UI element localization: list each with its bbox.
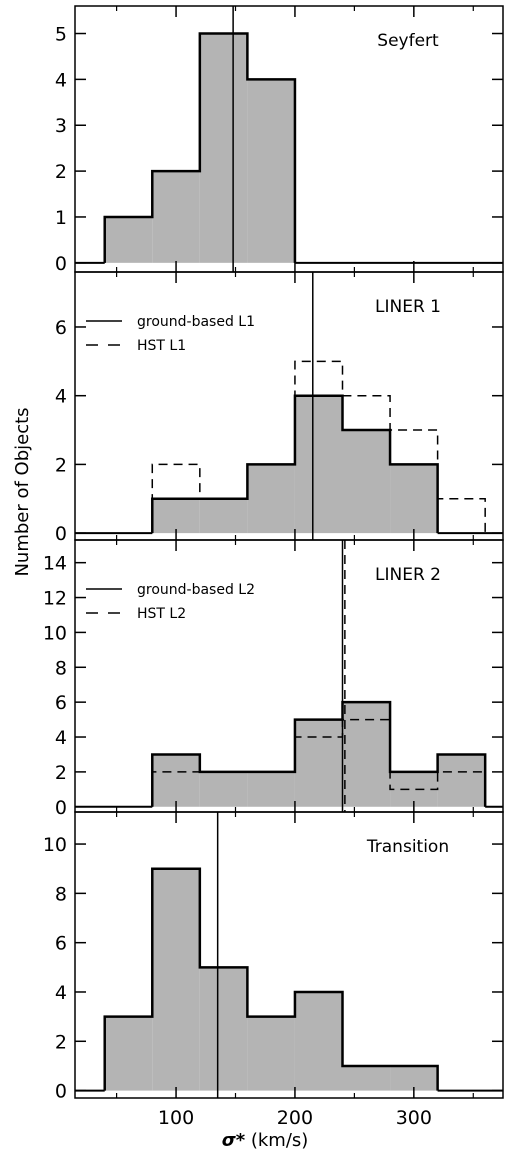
legend-label: HST L2 — [137, 606, 186, 622]
histogram-bar — [294, 991, 343, 1091]
hst-histogram-outline — [151, 718, 486, 807]
x-axis-title-star: * — [236, 1130, 246, 1151]
histogram-bar — [437, 754, 486, 807]
x-axis-title-symbol: σ — [222, 1130, 237, 1151]
panel-label: LINER 1 — [375, 297, 441, 317]
y-axis-title: Number of Objects — [12, 407, 33, 576]
y-tick-label: 10 — [43, 622, 67, 644]
panel-2: 0 2 4 6 8 10 12 14 LINER 2 ground-based L2 HST L2 — [43, 539, 504, 819]
legend-label: ground-based L1 — [137, 314, 255, 330]
histogram-bar — [342, 1065, 391, 1091]
histogram-bar — [247, 464, 295, 534]
histogram-bar — [152, 171, 200, 263]
panel-plot-area — [75, 812, 503, 1098]
y-tick-label: 8 — [55, 883, 67, 905]
panel-plot-area — [75, 6, 503, 272]
panel-0: 0 1 2 3 4 5 Seyfert — [55, 5, 504, 275]
histogram-bar — [294, 719, 343, 807]
panel-label: Seyfert — [377, 31, 439, 51]
histogram-bar — [104, 1016, 153, 1091]
histogram-bar — [199, 771, 248, 807]
histogram-bar — [104, 216, 153, 263]
y-tick-label: 8 — [55, 657, 67, 679]
histogram-outline — [103, 867, 439, 1091]
hst-histogram-outline — [151, 360, 486, 534]
y-tick-label: 12 — [43, 588, 67, 610]
histogram-outline — [103, 32, 297, 263]
x-tick-label: 100 — [158, 1107, 194, 1129]
histogram-bar — [152, 498, 200, 534]
y-tick-label: 2 — [55, 1031, 67, 1053]
y-tick-label: 6 — [55, 692, 67, 714]
y-tick-label: 4 — [55, 982, 67, 1004]
histogram-bar — [294, 395, 343, 534]
histogram-bar — [152, 868, 200, 1091]
panel-plot-area — [75, 540, 503, 812]
histogram-bar — [152, 754, 200, 807]
x-axis-title-unit: (km/s) — [245, 1130, 308, 1151]
y-tick-label: 6 — [55, 933, 67, 955]
y-tick-label: 0 — [55, 253, 67, 275]
x-axis-title: σ* (km/s) — [222, 1130, 309, 1151]
x-axis: 100 200 300 — [158, 1107, 432, 1129]
histogram-bar — [247, 771, 295, 807]
histogram-bar — [342, 430, 391, 534]
panel-label: LINER 2 — [375, 565, 441, 585]
y-tick-label: 2 — [55, 454, 67, 476]
x-tick-label: 300 — [396, 1107, 432, 1129]
panel-label: Transition — [366, 837, 449, 857]
panel-plot-area — [75, 272, 503, 540]
histogram-bar — [247, 79, 295, 263]
y-tick-label: 3 — [55, 115, 67, 137]
x-tick-label: 200 — [277, 1107, 313, 1129]
histogram-bar — [390, 1065, 438, 1091]
legend-label: ground-based L2 — [137, 582, 255, 598]
y-tick-label: 2 — [55, 161, 67, 183]
y-tick-label: 4 — [55, 386, 67, 408]
y-tick-label: 14 — [43, 553, 67, 575]
legend-label: HST L1 — [137, 338, 186, 354]
y-tick-label: 4 — [55, 727, 67, 749]
y-tick-label: 1 — [55, 207, 67, 229]
y-tick-label: 0 — [55, 1081, 67, 1103]
panel-3: 0 2 4 6 8 10 Transition — [43, 811, 504, 1103]
histogram-bar — [342, 702, 391, 807]
panel-1: 0 2 4 6 LINER 1 ground-based L1 HST L1 — [55, 271, 504, 545]
y-tick-label: 10 — [43, 834, 67, 856]
y-tick-label: 5 — [55, 24, 67, 46]
y-tick-label: 6 — [55, 317, 67, 339]
y-tick-label: 2 — [55, 762, 67, 784]
panel-frame — [74, 811, 504, 1099]
histogram-bar — [390, 464, 438, 534]
histogram-bar — [199, 33, 248, 263]
histogram-bar — [199, 967, 248, 1091]
y-tick-label: 4 — [55, 69, 67, 91]
histogram-bar — [199, 498, 248, 534]
histogram-bar — [247, 1016, 295, 1091]
y-tick-label: 0 — [55, 797, 67, 819]
histogram-bar — [390, 771, 438, 807]
y-tick-label: 0 — [55, 523, 67, 545]
